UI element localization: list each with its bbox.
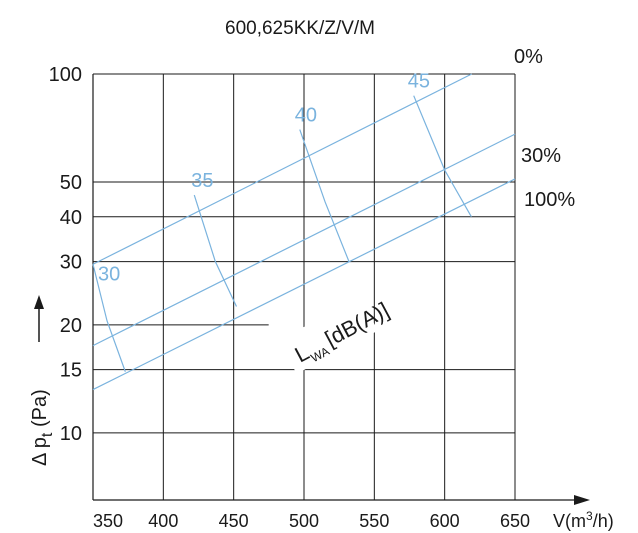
sound-power-annotation: LWA[dB(A)]: [278, 297, 393, 374]
throttle-label: 100%: [524, 189, 575, 211]
y-tick-label: 30: [60, 252, 82, 274]
sound-power-label: 40: [295, 105, 317, 127]
throttle-line: [92, 178, 516, 391]
sound-power-line: [193, 194, 238, 307]
sound-power-label: 45: [408, 71, 430, 93]
x-tick-label: 500: [289, 511, 319, 531]
x-axis-ticks: 350 400 450 500 550 600 650: [93, 511, 530, 531]
chart-title: 600,625KK/Z/V/M: [225, 18, 375, 39]
x-axis-arrow: [574, 495, 590, 505]
y-tick-label: 20: [60, 315, 82, 337]
y-tick-label: 100: [49, 64, 82, 86]
sound-power-line: [413, 95, 472, 218]
annotation-background: [278, 297, 378, 374]
x-tick-label: 550: [359, 511, 389, 531]
y-tick-label: 10: [60, 423, 82, 445]
x-axis-label: V(m3/h): [553, 509, 614, 531]
sound-power-label: 30: [98, 263, 120, 285]
throttle-lines: 0% 30% 100%: [92, 46, 575, 391]
grid: [93, 73, 516, 500]
sound-power-line: [92, 264, 126, 372]
y-tick-label: 15: [60, 360, 82, 382]
throttle-label: 0%: [514, 46, 543, 68]
y-tick-label: 40: [60, 207, 82, 229]
y-tick-label: 50: [60, 172, 82, 194]
sound-power-lines: 30 35 40 45: [92, 71, 472, 372]
axes: [92, 74, 590, 505]
svg-text:Δ pt (Pa): Δ pt (Pa): [29, 389, 56, 466]
throttle-label: 30%: [521, 145, 561, 167]
x-tick-label: 400: [148, 511, 178, 531]
y-axis-ticks: 10 15 20 30 40 50 100: [49, 64, 82, 445]
y-axis-arrow: [34, 295, 44, 342]
sound-power-line: [299, 129, 350, 262]
throttle-line: [92, 73, 472, 265]
x-tick-label: 600: [430, 511, 460, 531]
sound-power-label: 35: [191, 170, 213, 192]
x-tick-label: 450: [219, 511, 249, 531]
y-axis-label: Δ pt (Pa): [29, 389, 56, 466]
x-tick-label: 650: [500, 511, 530, 531]
x-tick-label: 350: [93, 511, 123, 531]
